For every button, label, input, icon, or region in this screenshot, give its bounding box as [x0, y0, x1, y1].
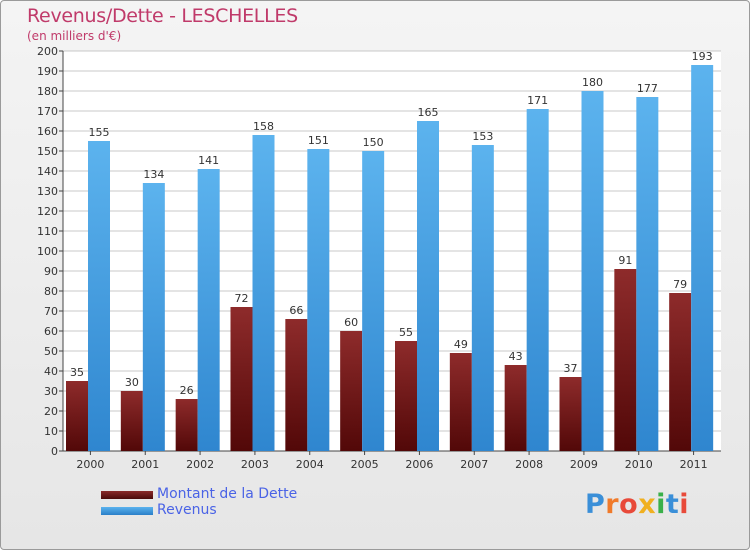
logo-letter: o: [619, 489, 639, 520]
data-label-dette: 37: [564, 362, 578, 375]
x-tick-label: 2008: [515, 458, 543, 471]
bar-revenus: [362, 151, 385, 451]
bar-revenus: [691, 65, 714, 451]
data-label-revenus: 177: [637, 82, 658, 95]
x-tick-label: 2006: [405, 458, 433, 471]
bar-revenus: [581, 91, 604, 451]
chart-subtitle: (en milliers d'€): [27, 29, 122, 43]
logo-letter: i: [656, 489, 666, 520]
bar-dette: [175, 399, 198, 451]
data-label-revenus: 155: [89, 126, 110, 139]
x-tick-label: 2003: [241, 458, 269, 471]
y-tick-label: 100: [37, 245, 58, 258]
data-label-dette: 35: [70, 366, 84, 379]
logo-letter: x: [638, 489, 657, 520]
y-tick-label: 80: [44, 285, 58, 298]
bar-dette: [340, 331, 363, 451]
x-tick-label: 2009: [570, 458, 598, 471]
bar-revenus: [142, 183, 165, 451]
x-tick-label: 2010: [625, 458, 653, 471]
y-tick-label: 140: [37, 165, 58, 178]
data-label-revenus: 193: [692, 50, 713, 63]
data-label-revenus: 165: [418, 106, 439, 119]
bar-dette: [669, 293, 692, 451]
legend-swatch-dette: [101, 491, 153, 499]
x-tick-label: 2005: [351, 458, 379, 471]
x-tick-label: 2001: [131, 458, 159, 471]
bar-dette: [285, 319, 308, 451]
logo-letter: r: [605, 489, 620, 520]
x-tick-label: 2002: [186, 458, 214, 471]
bar-revenus: [88, 141, 110, 451]
y-tick-label: 10: [44, 425, 58, 438]
legend-label-dette: Montant de la Dette: [157, 486, 298, 502]
y-tick-label: 120: [37, 205, 58, 218]
data-label-revenus: 158: [253, 120, 274, 133]
data-label-dette: 55: [399, 326, 413, 339]
y-tick-label: 170: [37, 105, 58, 118]
data-label-dette: 91: [618, 254, 632, 267]
bar-dette: [614, 269, 637, 451]
bar-revenus: [417, 121, 439, 451]
y-tick-label: 70: [44, 305, 58, 318]
y-tick-label: 160: [37, 125, 58, 138]
data-label-dette: 43: [509, 350, 523, 363]
y-tick-label: 180: [37, 85, 58, 98]
y-tick-label: 190: [37, 65, 58, 78]
data-label-dette: 60: [344, 316, 358, 329]
x-tick-label: 2000: [76, 458, 104, 471]
data-label-dette: 72: [235, 292, 249, 305]
bar-dette: [120, 391, 143, 451]
logo-letter: P: [585, 489, 606, 520]
y-tick-label: 60: [44, 325, 58, 338]
y-tick-label: 200: [37, 45, 58, 58]
bar-revenus: [307, 149, 330, 451]
chart-title: Revenus/Dette - LESCHELLES: [27, 5, 298, 27]
y-tick-label: 20: [44, 405, 58, 418]
bar-revenus: [471, 145, 494, 451]
bar-revenus: [197, 169, 220, 451]
x-tick-label: 2007: [460, 458, 488, 471]
y-tick-label: 0: [51, 445, 58, 458]
data-label-revenus: 153: [472, 130, 493, 143]
data-label-revenus: 171: [527, 94, 548, 107]
bar-dette: [449, 353, 472, 451]
data-label-revenus: 134: [143, 168, 164, 181]
y-tick-label: 150: [37, 145, 58, 158]
bar-revenus: [636, 97, 659, 451]
bar-dette: [504, 365, 527, 451]
bar-dette: [66, 381, 88, 451]
legend-label-revenus: Revenus: [157, 502, 217, 518]
data-label-revenus: 180: [582, 76, 603, 89]
bar-revenus: [252, 135, 275, 451]
data-label-revenus: 151: [308, 134, 329, 147]
proxiti-logo: Proxiti: [585, 489, 689, 520]
y-tick-label: 90: [44, 265, 58, 278]
data-label-dette: 79: [673, 278, 687, 291]
y-tick-label: 130: [37, 185, 58, 198]
legend-swatch-revenus: [101, 507, 153, 515]
logo-letter: i: [679, 489, 690, 520]
data-label-dette: 49: [454, 338, 468, 351]
logo-letter: t: [665, 489, 680, 520]
data-label-revenus: 150: [363, 136, 384, 149]
data-label-dette: 26: [180, 384, 194, 397]
data-label-dette: 66: [289, 304, 303, 317]
bar-revenus: [526, 109, 549, 451]
data-label-revenus: 141: [198, 154, 219, 167]
x-tick-label: 2004: [296, 458, 324, 471]
data-label-dette: 30: [125, 376, 139, 389]
bar-dette: [559, 377, 582, 451]
bar-dette: [230, 307, 253, 451]
y-tick-label: 110: [37, 225, 58, 238]
x-tick-label: 2011: [680, 458, 708, 471]
y-tick-label: 40: [44, 365, 58, 378]
y-tick-label: 50: [44, 345, 58, 358]
y-tick-label: 30: [44, 385, 58, 398]
bar-dette: [395, 341, 417, 451]
